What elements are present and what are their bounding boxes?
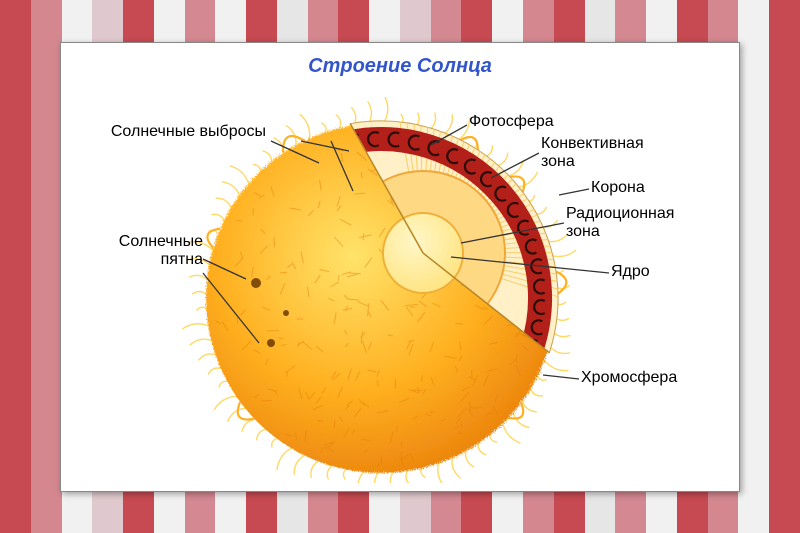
label-convective: Конвективнаязона: [541, 135, 644, 172]
bg-stripe: [769, 0, 800, 533]
bg-stripe: [31, 0, 62, 533]
sun-diagram: Солнечные выбросыСолнечныепятнаФотосфера…: [121, 83, 681, 483]
bg-stripe: [0, 0, 31, 533]
label-core: Ядро: [611, 263, 650, 281]
label-photosphere: Фотосфера: [469, 113, 554, 131]
label-corona: Корона: [591, 179, 645, 197]
sunspot: [283, 310, 289, 316]
label-ejections: Солнечные выбросы: [111, 123, 266, 141]
slide-card: Строение Солнца Солнечные выбросы Солнечн…: [60, 42, 740, 492]
sunspot: [267, 339, 275, 347]
page-title: Строение Солнца: [61, 55, 739, 78]
label-chromosphere: Хромосфера: [581, 369, 677, 387]
label-radiative: Радиоционнаязона: [566, 205, 674, 242]
label-spots: Солнечныепятна: [119, 233, 203, 270]
bg-stripe: [738, 0, 769, 533]
sunspot: [251, 278, 261, 288]
